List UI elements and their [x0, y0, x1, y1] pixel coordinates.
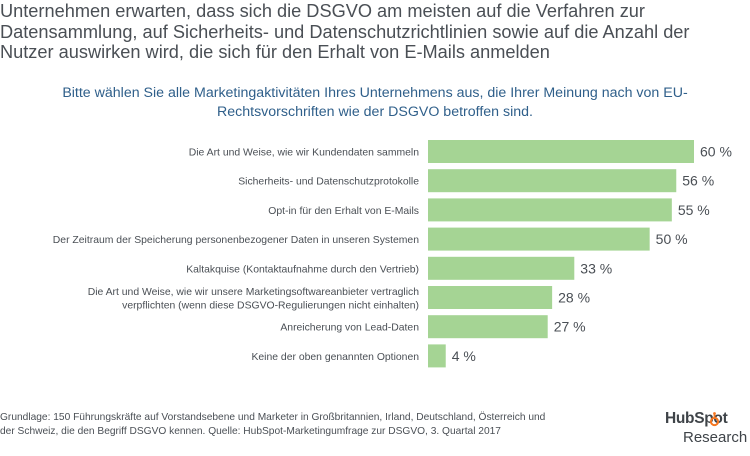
- sprocket-icon: [709, 412, 720, 427]
- source-note: Grundlage: 150 Führungskräfte auf Vorsta…: [0, 412, 546, 437]
- bar-5: [428, 256, 575, 280]
- category-label-8: Keine der oben genannten Optionen: [251, 352, 419, 363]
- chart-question: Bitte wählen Sie alle Marketingaktivität…: [62, 85, 688, 120]
- value-label-8: 4 %: [452, 348, 476, 364]
- bar-chart: 60 % Die Art und Weise, wie wir Kundendat…: [53, 140, 732, 368]
- bar-3: [428, 198, 672, 222]
- category-label-1: Die Art und Weise, wie wir Kundendaten s…: [189, 148, 419, 159]
- value-label-7: 27 %: [554, 319, 586, 335]
- category-label-5: Kaltakquise (Kontaktaufnahme durch den V…: [186, 264, 419, 275]
- logo-research: Research: [683, 429, 748, 446]
- value-label-4: 50 %: [656, 231, 688, 247]
- category-label-2: Sicherheits- und Datenschutzprotokolle: [238, 177, 419, 188]
- bar-6: [428, 286, 553, 309]
- value-label-2: 56 %: [682, 173, 714, 189]
- category-label-4: Der Zeitraum der Speicherung personenbez…: [53, 235, 419, 246]
- bar-2: [428, 169, 677, 193]
- value-label-3: 55 %: [678, 202, 710, 218]
- category-label-6: Die Art und Weise, wie wir unsere Market…: [88, 287, 420, 312]
- value-label-6: 28 %: [558, 290, 590, 306]
- chart-headline: Unternehmen erwarten, dass sich die DSGV…: [0, 1, 690, 62]
- value-label-5: 33 %: [580, 260, 612, 276]
- hubspot-research-logo: HubSpot Research: [665, 410, 750, 454]
- category-label-7: Anreicherung von Lead-Daten: [280, 323, 419, 334]
- bar-7: [428, 315, 548, 339]
- bar-1: [428, 140, 694, 163]
- value-label-1: 60 %: [700, 144, 732, 160]
- bar-8: [428, 344, 446, 368]
- category-label-3: Opt-in für den Erhalt von E-Mails: [268, 206, 419, 217]
- bar-4: [428, 227, 650, 251]
